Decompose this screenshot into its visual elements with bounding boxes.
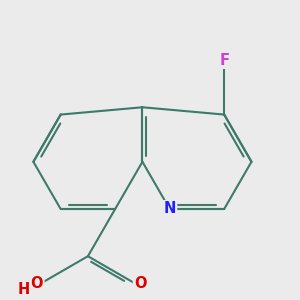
- Text: O: O: [31, 276, 43, 291]
- Text: O: O: [134, 276, 147, 291]
- Text: H: H: [18, 282, 30, 297]
- Text: N: N: [164, 202, 176, 217]
- Text: F: F: [219, 52, 229, 68]
